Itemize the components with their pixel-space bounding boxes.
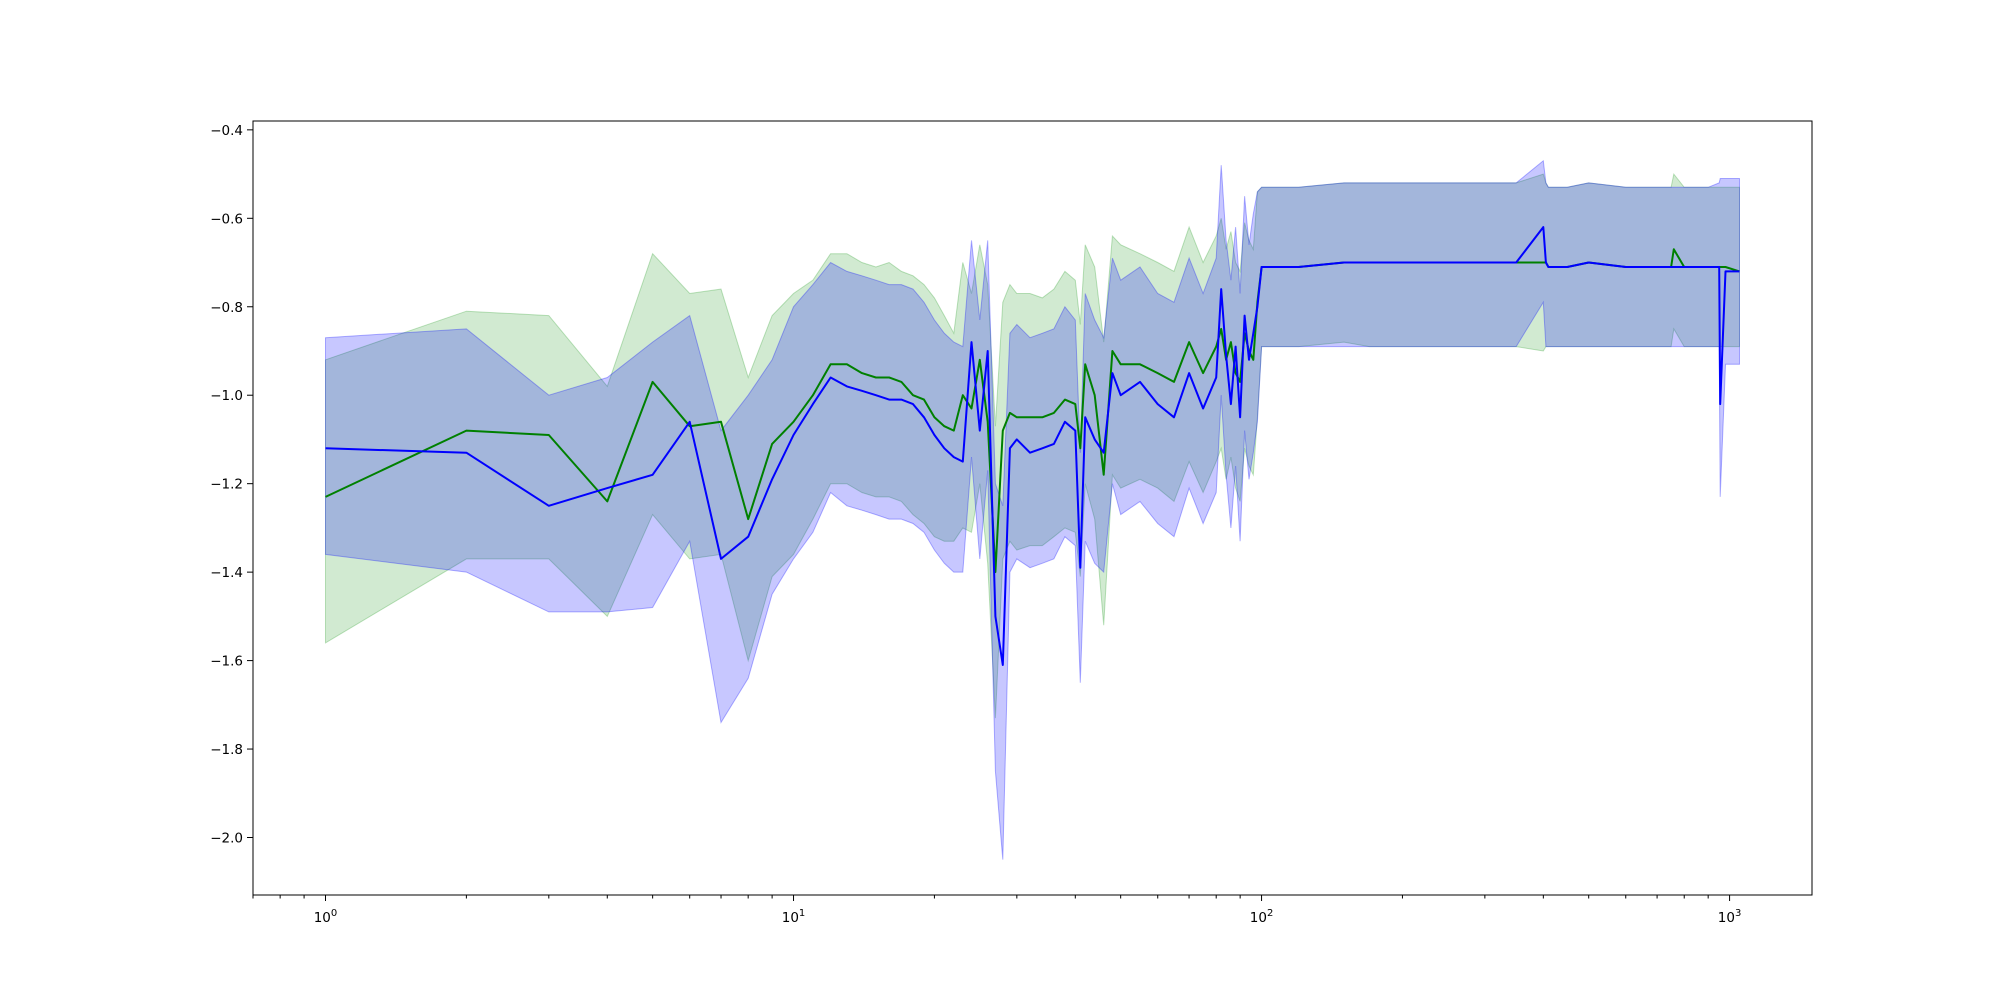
y-tick-label: −1.2: [210, 477, 243, 493]
x-tick-exponent: 3: [1735, 908, 1741, 919]
y-tick-label: −1.0: [210, 388, 243, 404]
y-tick-label: −1.8: [210, 742, 243, 758]
x-tick-label: 100: [314, 908, 338, 926]
x-axis: 100 101 102 103: [252, 895, 1742, 926]
confidence-bands: [325, 159, 1740, 860]
series-2-band: [325, 159, 1740, 860]
series-2-line: [325, 226, 1740, 666]
x-tick-base: 10: [782, 910, 799, 926]
axes-frame: [252, 120, 1813, 896]
x-tick-exponent: 0: [331, 908, 337, 919]
x-tick-exponent: 2: [1267, 908, 1273, 919]
y-tick-label: −1.6: [210, 654, 243, 670]
x-tick-label: 103: [1718, 908, 1742, 926]
y-axis: −2.0 −1.8 −1.6 −1.4 −1.2 −1.0 −0.8 −0.6 −0.4: [210, 123, 253, 847]
y-tick-label: −0.6: [210, 211, 243, 227]
x-tick-label: 101: [782, 908, 806, 926]
x-tick-exponent: 1: [799, 908, 805, 919]
y-tick-label: −1.4: [210, 565, 243, 581]
x-tick-base: 10: [1250, 910, 1267, 926]
x-tick-base: 10: [314, 910, 331, 926]
x-tick-base: 10: [1718, 910, 1735, 926]
y-tick-label: −0.8: [210, 300, 243, 316]
series-1-band: [325, 172, 1740, 719]
series-lines: [325, 226, 1740, 666]
y-tick-label: −0.4: [210, 123, 243, 139]
x-tick-label: 102: [1250, 908, 1274, 926]
y-tick-label: −2.0: [210, 831, 243, 847]
